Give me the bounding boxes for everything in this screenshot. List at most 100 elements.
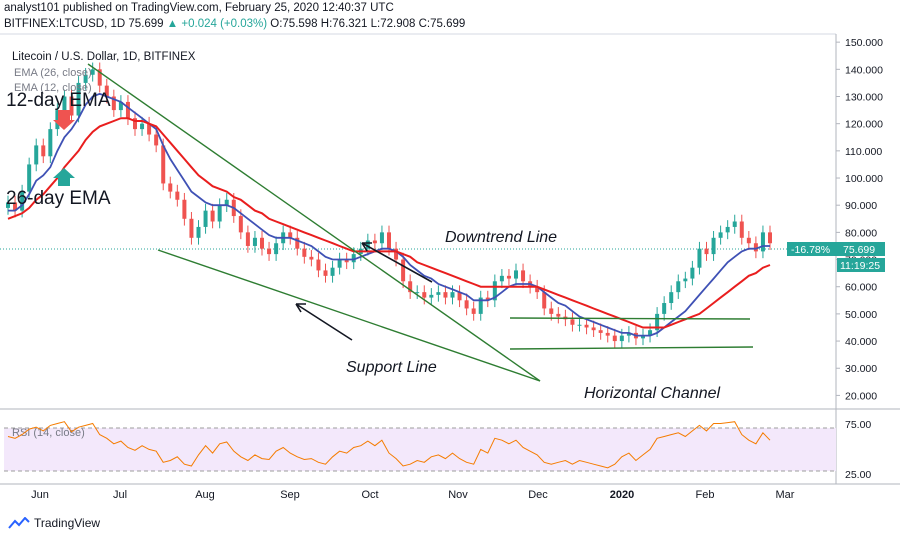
candle-body: [210, 210, 215, 222]
candle-body: [768, 232, 772, 244]
candle-body: [309, 256, 314, 260]
candle-body: [387, 232, 391, 249]
support-label: Support Line: [346, 359, 437, 376]
x-tick-label: Jun: [31, 489, 49, 501]
candle-body: [408, 281, 413, 293]
candle-body: [394, 248, 399, 260]
candle-body: [514, 270, 518, 279]
candle-body: [718, 232, 723, 238]
tradingview-brand[interactable]: TradingView: [8, 516, 100, 530]
arrows: [295, 242, 433, 341]
legend-title: Litecoin / U.S. Dollar, 1D, BITFINEX: [12, 51, 196, 63]
candle-body: [154, 134, 159, 146]
candle-body: [288, 232, 293, 238]
candle-body: [118, 101, 123, 111]
candle-body: [175, 191, 180, 200]
tradingview-logo-icon: [8, 517, 30, 529]
candle-body: [111, 96, 116, 111]
up-marker-icon: [53, 168, 75, 186]
candle-body: [401, 259, 406, 282]
candle-body: [330, 267, 335, 276]
x-tick-label: Sep: [280, 489, 300, 501]
y-tick-label: 50.000: [845, 309, 877, 321]
candle-body: [267, 248, 272, 255]
candle-body: [598, 330, 603, 333]
candle-body: [619, 335, 624, 342]
candle-body: [34, 145, 39, 165]
candle-body: [655, 313, 660, 331]
candle-body: [337, 259, 342, 268]
candle-body: [161, 145, 166, 184]
candle-body: [535, 286, 540, 293]
candle-body: [732, 221, 737, 227]
candle-body: [182, 199, 187, 219]
candle-body: [556, 313, 561, 317]
candle-body: [570, 319, 575, 325]
candle-body: [90, 69, 95, 75]
candle-body: [274, 243, 279, 255]
time-axis: Jun Jul Aug Sep Oct Nov Dec 2020 Feb Mar: [31, 489, 795, 501]
candle-body: [464, 300, 469, 309]
rsi-level-upper: 75.00: [845, 419, 871, 431]
candle-body: [492, 281, 497, 301]
candle-body: [365, 240, 370, 249]
candle-body: [753, 243, 758, 252]
downtrend-label: Downtrend Line: [445, 229, 557, 246]
rsi-level-lower: 25.00: [845, 469, 871, 481]
candle-body: [429, 294, 434, 298]
symbol-label: BITFINEX:LTCUSD, 1D: [4, 18, 126, 30]
countdown-text: 11:19:25: [840, 260, 880, 272]
candle-body: [711, 237, 716, 255]
support-line: [157, 249, 541, 382]
candle-body: [450, 292, 455, 298]
candle-body: [69, 96, 74, 116]
brand-name: TradingView: [34, 516, 101, 530]
x-tick-label: Aug: [195, 489, 215, 501]
ema26-label: 26-day EMA: [6, 188, 111, 209]
candle-body: [612, 335, 617, 342]
trendlines: [87, 63, 754, 382]
candle-body: [147, 123, 152, 135]
candle-body: [48, 129, 53, 157]
ohlc-line: BITFINEX:LTCUSD, 1D 75.699 ▲ +0.024 (+0.…: [4, 18, 465, 30]
candle-body: [260, 237, 264, 249]
y-tick-label: 40.000: [845, 336, 877, 348]
channel-top-line: [509, 317, 751, 320]
candle-body: [133, 118, 137, 130]
candle-body: [662, 303, 667, 314]
downtrend-line: [87, 63, 541, 382]
candle-body: [704, 248, 709, 255]
channel-label: Horizontal Channel: [584, 385, 721, 402]
y-tick-label: 30.000: [845, 363, 877, 375]
candle-body: [316, 259, 321, 271]
candle-body: [252, 237, 257, 246]
y-tick-label: 140.000: [845, 64, 883, 76]
price-tag-text: 75.699: [843, 244, 875, 256]
x-tick-label: Jul: [113, 489, 127, 501]
candle-body: [6, 202, 10, 208]
candle-body: [323, 270, 328, 276]
candle-body: [697, 248, 702, 268]
down-marker-icon: [53, 110, 75, 130]
candle-body: [140, 123, 145, 130]
channel-bottom-line: [509, 346, 754, 350]
candle-body: [379, 232, 384, 244]
candle-body: [739, 221, 744, 238]
candle-body: [196, 226, 201, 238]
candle-body: [41, 145, 46, 157]
candle-body: [372, 240, 377, 244]
rsi-label: RSI (14, close): [12, 427, 85, 439]
up-arrow-icon: ▲: [166, 18, 179, 30]
candle-body: [669, 292, 674, 304]
ema12-label: 12-day EMA: [6, 90, 111, 111]
candle-body: [648, 330, 653, 336]
candle-body: [125, 101, 130, 119]
candle-body: [760, 232, 765, 252]
y-tick-label: 130.000: [845, 92, 883, 104]
x-tick-label: Mar: [776, 489, 795, 501]
published-line: analyst101 published on TradingView.com,…: [4, 2, 394, 14]
candle-body: [203, 210, 208, 227]
candle-body: [217, 205, 222, 222]
candle-body: [626, 332, 631, 336]
